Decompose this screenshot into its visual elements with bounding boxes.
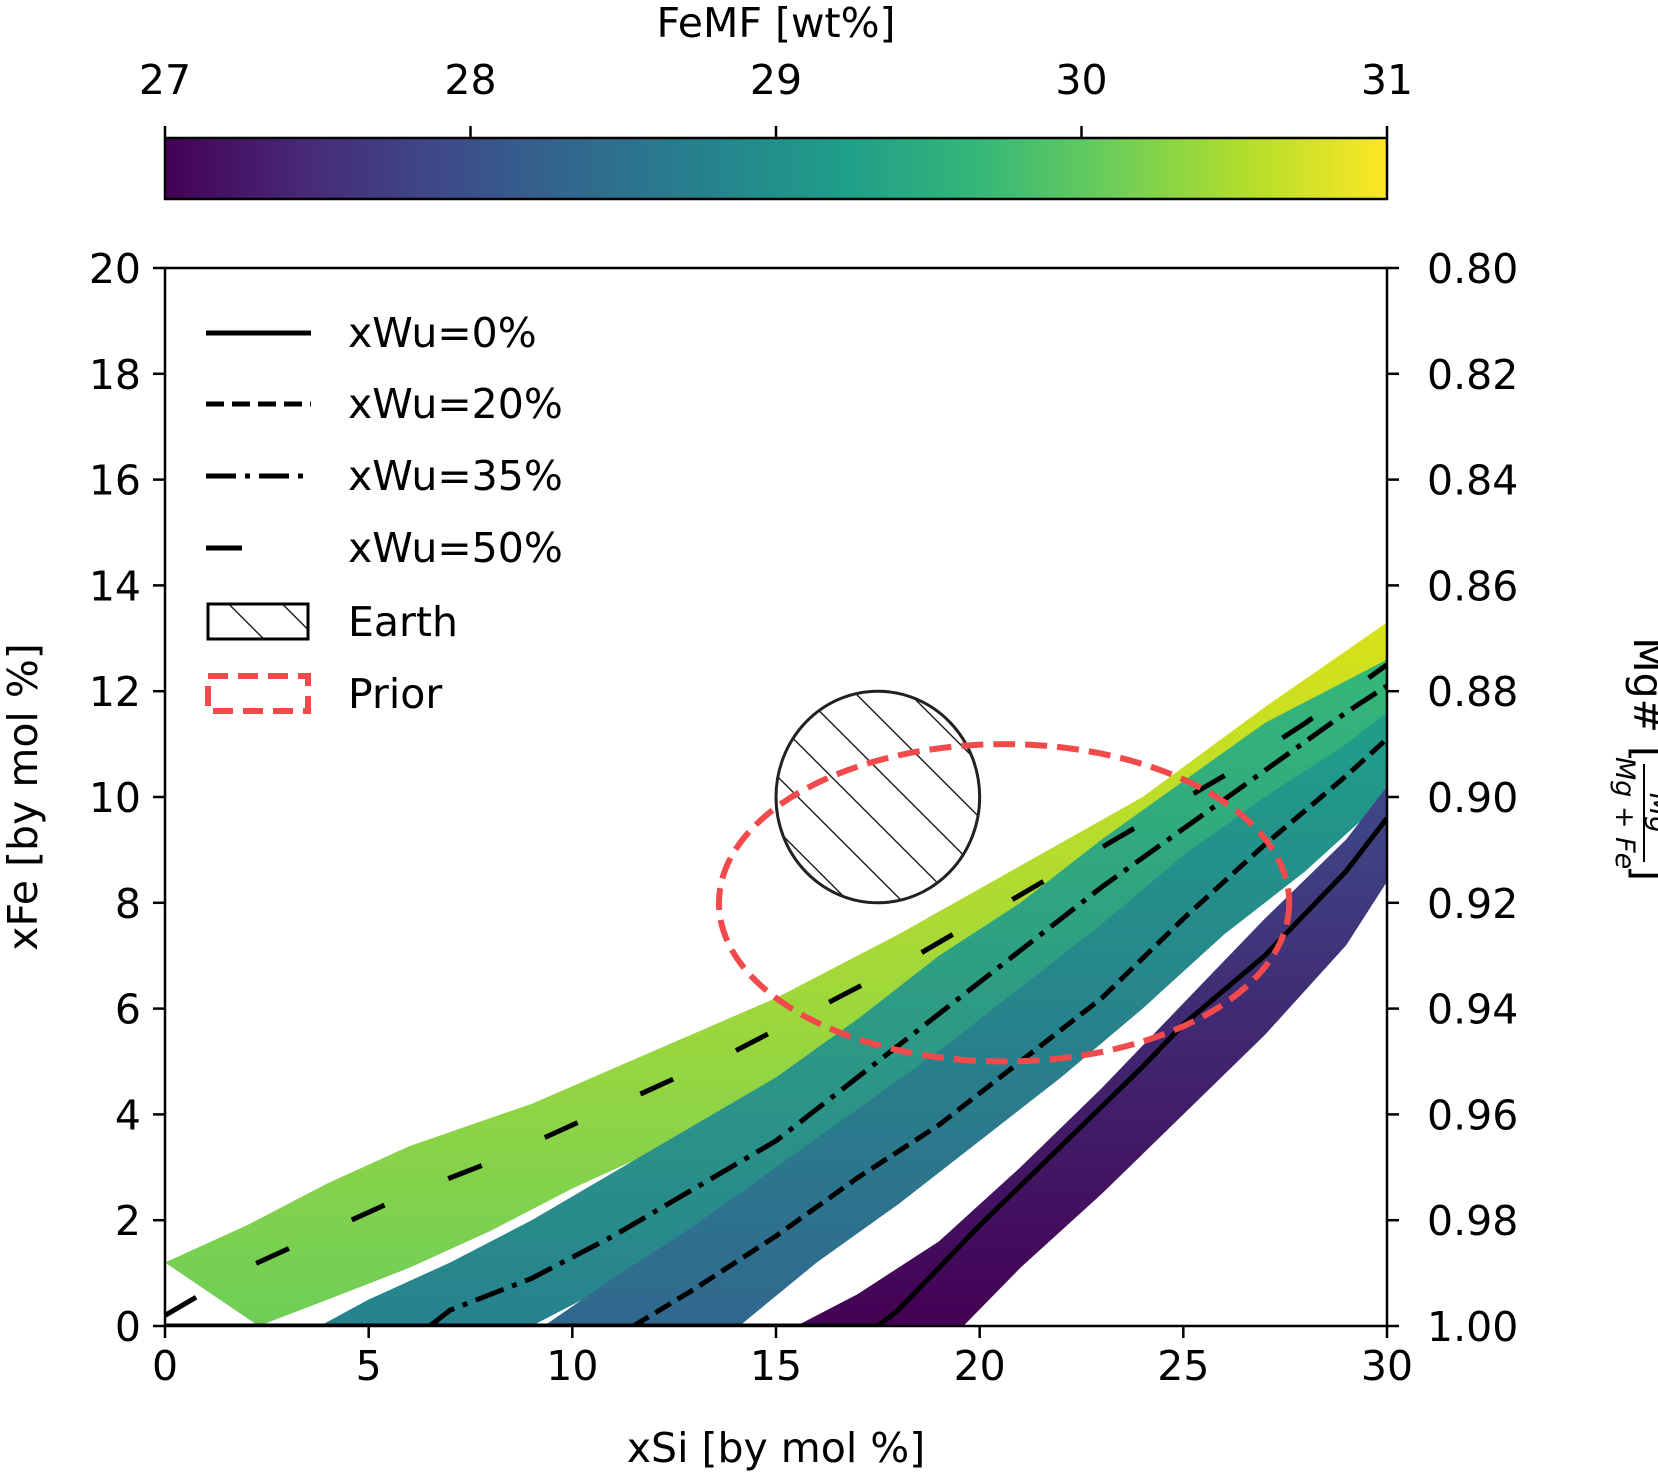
y-tick-label: 2 — [115, 1197, 141, 1245]
y-tick-label: 16 — [89, 457, 141, 505]
y2-tick-label: 0.98 — [1427, 1197, 1518, 1245]
earth-layer — [774, 689, 982, 905]
y-tick-label: 12 — [89, 668, 141, 716]
colorbar-tick-label: 28 — [444, 56, 496, 104]
legend-label-earth: Earth — [348, 598, 458, 646]
y-tick-label: 6 — [115, 986, 141, 1034]
y-tick-label: 10 — [89, 774, 141, 822]
plot-area: 0 5 10 15 20 25 30 0 2 4 6 8 10 12 14 16 18 20 1.00 0.98 0… — [0, 245, 1658, 1472]
y-tick-label: 0 — [115, 1303, 141, 1351]
y2-axis-title-denominator: Mg + Fe — [1609, 757, 1640, 869]
line-xWu=20% — [165, 736, 1387, 1326]
colorbar-bar — [163, 136, 1389, 201]
earth-circle — [774, 689, 982, 905]
band-xWu=50% — [165, 622, 1387, 1326]
y2-tick-label: 0.88 — [1427, 668, 1518, 716]
prior-layer — [715, 741, 1293, 1065]
y2-axis-title-suffix: ] — [1624, 865, 1658, 881]
legend-swatch-prior — [205, 673, 311, 714]
y2-axis-ticks: 1.00 0.98 0.96 0.94 0.92 0.90 0.88 0.86 0.84 0.82… — [1387, 245, 1518, 1351]
y2-axis-title-numerator: Mg — [1643, 793, 1658, 833]
x-tick-label: 30 — [1361, 1342, 1413, 1390]
colorbar: FeMF [wt%] 27 28 29 30 31 — [139, 0, 1413, 201]
legend-label-prior: Prior — [348, 670, 442, 718]
x-tick-label: 25 — [1157, 1342, 1209, 1390]
colorbar-ticks: 27 28 29 30 31 — [139, 56, 1413, 138]
legend-label-xwu-0: xWu=0% — [348, 309, 537, 357]
y2-axis-title: Mg# [ Mg Mg + Fe ] — [1609, 637, 1658, 881]
y2-tick-label: 0.96 — [1427, 1091, 1518, 1139]
legend-label-xwu-35: xWu=35% — [348, 452, 563, 500]
legend-label-xwu-50: xWu=50% — [348, 524, 563, 572]
colorbar-tick-label: 31 — [1361, 56, 1413, 104]
line-xWu=0% — [165, 816, 1387, 1326]
line-xWu=50% — [165, 662, 1387, 1318]
x-tick-label: 10 — [546, 1342, 598, 1390]
y2-tick-label: 0.92 — [1427, 880, 1518, 928]
x-axis-title: xSi [by mol %] — [627, 1424, 925, 1472]
legend-label-xwu-20: xWu=20% — [348, 380, 563, 428]
band-xWu=35% — [319, 659, 1387, 1326]
prior-ellipse — [715, 741, 1293, 1065]
band-layer — [165, 622, 1387, 1326]
y-axis-ticks: 0 2 4 6 8 10 12 14 16 18 20 — [89, 245, 165, 1351]
colorbar-label: FeMF [wt%] — [656, 0, 895, 47]
x-axis-ticks: 0 5 10 15 20 25 30 — [152, 1326, 1413, 1390]
y2-tick-label: 0.84 — [1427, 457, 1518, 505]
y2-tick-label: 0.82 — [1427, 351, 1518, 399]
line-layer — [165, 662, 1387, 1326]
y2-axis-title-prefix: Mg# [ — [1624, 637, 1658, 762]
y-tick-label: 18 — [89, 351, 141, 399]
y-tick-label: 20 — [89, 245, 141, 293]
colorbar-tick-label: 27 — [139, 56, 191, 104]
y-tick-label: 4 — [115, 1091, 141, 1139]
legend: xWu=0% xWu=20% xWu=35% xWu=50% Earth Pri… — [205, 309, 563, 718]
x-tick-label: 5 — [356, 1342, 382, 1390]
y2-tick-label: 0.90 — [1427, 774, 1518, 822]
band-xWu=20% — [543, 712, 1387, 1326]
y-axis-title: xFe [by mol %] — [0, 643, 47, 951]
y2-tick-label: 1.00 — [1427, 1303, 1518, 1351]
colorbar-tick-label: 29 — [750, 56, 802, 104]
y2-tick-label: 0.86 — [1427, 562, 1518, 610]
x-tick-label: 20 — [954, 1342, 1006, 1390]
x-tick-label: 15 — [750, 1342, 802, 1390]
y2-tick-label: 0.94 — [1427, 986, 1518, 1034]
line-xWu=35% — [165, 683, 1387, 1326]
y-tick-label: 14 — [89, 562, 141, 610]
x-tick-label: 0 — [152, 1342, 178, 1390]
y-tick-label: 8 — [115, 880, 141, 928]
y2-tick-label: 0.80 — [1427, 245, 1518, 293]
colorbar-tick-label: 30 — [1055, 56, 1107, 104]
legend-swatch-earth — [206, 602, 310, 641]
